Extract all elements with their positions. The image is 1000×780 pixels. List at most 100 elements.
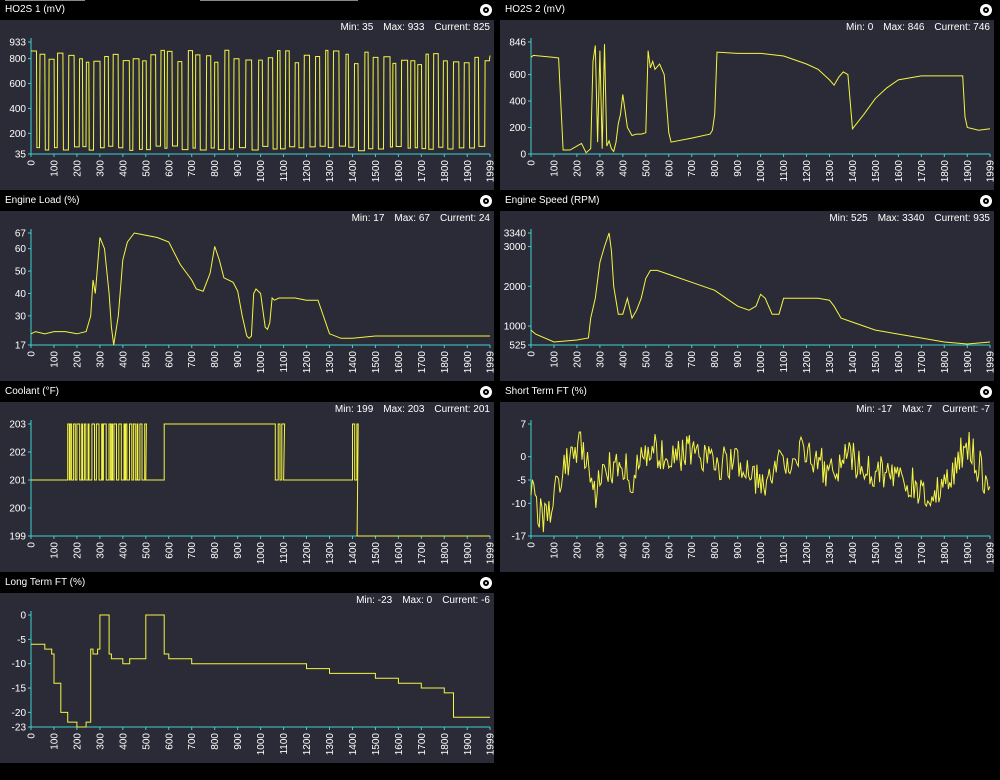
- x-tick-label: 600: [664, 351, 675, 368]
- settings-icon[interactable]: [480, 386, 492, 398]
- y-tick-label: 3340: [504, 229, 527, 240]
- stats-readout: Min: -17 Max: 7 Current: -7: [846, 404, 990, 415]
- x-tick-label: 0: [527, 542, 538, 548]
- x-tick-label: 100: [49, 542, 60, 559]
- x-tick-label: 600: [164, 733, 175, 750]
- x-tick-label: 700: [187, 542, 198, 559]
- panel-title: Engine Load (%): [5, 195, 80, 206]
- y-tick-label: -10: [12, 659, 27, 670]
- x-tick-label: 1200: [802, 351, 813, 374]
- x-tick-label: 1999: [986, 351, 995, 374]
- settings-icon[interactable]: [980, 195, 992, 207]
- x-tick-label: 1000: [756, 160, 767, 183]
- x-tick-label: 1999: [486, 160, 495, 183]
- y-tick-label: 1000: [504, 322, 527, 333]
- x-tick-label: 1999: [486, 351, 495, 374]
- x-tick-label: 600: [664, 160, 675, 177]
- chart-area: Min: 35 Max: 933 Current: 825 35 200 400 600 80…: [0, 20, 494, 190]
- settings-icon[interactable]: [480, 195, 492, 207]
- x-tick-label: 1500: [871, 351, 882, 374]
- y-tick-label: 30: [15, 311, 27, 322]
- series-line: [31, 423, 490, 537]
- x-tick-label: 1800: [940, 351, 951, 374]
- x-tick-label: 100: [549, 542, 560, 559]
- settings-icon[interactable]: [980, 4, 992, 16]
- x-tick-label: 300: [95, 542, 106, 559]
- x-tick-label: 300: [95, 733, 106, 750]
- current-value: Current: 201: [434, 404, 490, 415]
- y-tick-label: -5: [17, 635, 26, 646]
- x-tick-label: 1100: [779, 351, 790, 373]
- x-tick-label: 600: [164, 351, 175, 368]
- x-tick-label: 1900: [463, 160, 474, 183]
- chart-area: Min: 525 Max: 3340 Current: 935 525 1000 2000…: [500, 211, 994, 381]
- x-tick-label: 200: [72, 733, 83, 750]
- y-tick-label: 800: [9, 54, 26, 65]
- x-tick-label: 1800: [440, 160, 451, 183]
- chart-area: Min: 17 Max: 67 Current: 24 17 30 40 50 60 67 0 10…: [0, 211, 494, 381]
- x-tick-label: 1300: [325, 733, 336, 756]
- settings-icon[interactable]: [980, 386, 992, 398]
- x-tick-label: 1500: [371, 733, 382, 756]
- y-tick-label: 525: [509, 341, 526, 352]
- x-tick-label: 700: [687, 351, 698, 368]
- x-tick-label: 300: [595, 160, 606, 177]
- x-tick-label: 1700: [417, 351, 428, 374]
- min-value: Min: 525: [829, 213, 868, 224]
- y-tick-label: 203: [9, 420, 26, 431]
- y-tick-label: 400: [9, 104, 26, 115]
- y-tick-label: 202: [9, 448, 26, 459]
- y-tick-label: 200: [9, 129, 26, 140]
- x-tick-label: 1300: [325, 160, 336, 183]
- x-tick-label: 400: [118, 351, 129, 368]
- x-tick-label: 900: [233, 160, 244, 177]
- y-tick-label: 600: [9, 79, 26, 90]
- x-tick-label: 300: [595, 351, 606, 368]
- panel-short-term-ft: Short Term FT (%) Min: -17 Max: 7 Current: …: [500, 382, 994, 572]
- settings-icon[interactable]: [480, 577, 492, 589]
- x-tick-label: 100: [49, 733, 60, 750]
- x-tick-label: 1999: [986, 542, 995, 565]
- x-tick-label: 400: [618, 160, 629, 177]
- x-tick-label: 1500: [871, 542, 882, 565]
- current-value: Current: 825: [434, 22, 490, 33]
- series-line: [530, 232, 991, 345]
- x-tick-label: 500: [141, 733, 152, 750]
- min-value: Min: -23: [356, 595, 393, 606]
- x-tick-label: 500: [141, 160, 152, 177]
- panel-long-term-ft: Long Term FT (%) Min: -23 Max: 0 Current: -…: [0, 573, 494, 763]
- x-tick-label: 0: [27, 160, 38, 166]
- panel-engine-load: Engine Load (%) Min: 17 Max: 67 Current: 24…: [0, 191, 494, 381]
- y-tick-label: -10: [512, 499, 527, 510]
- y-tick-label: 201: [9, 476, 26, 487]
- y-tick-label: 40: [15, 289, 27, 300]
- x-tick-label: 900: [733, 542, 744, 559]
- y-tick-label: 0: [520, 150, 526, 161]
- x-tick-label: 1200: [802, 542, 813, 565]
- panel-title: Coolant (°F): [5, 386, 60, 397]
- y-tick-label: 35: [15, 150, 27, 161]
- line-chart: 525 1000 2000 3000 3340 0 100 200 300 400 500 600 70…: [504, 229, 995, 374]
- x-tick-label: 800: [210, 351, 221, 368]
- x-tick-label: 500: [641, 160, 652, 177]
- line-chart: 199 200 201 202 203 0 100 200 300 400 500 600 700 800…: [9, 420, 494, 565]
- min-value: Min: -17: [856, 404, 893, 415]
- x-tick-label: 1800: [940, 160, 951, 183]
- x-tick-label: 200: [72, 542, 83, 559]
- x-tick-label: 1400: [348, 160, 359, 183]
- x-tick-label: 1600: [894, 351, 905, 374]
- x-tick-label: 1300: [325, 351, 336, 374]
- x-tick-label: 1900: [463, 351, 474, 374]
- current-value: Current: -7: [942, 404, 990, 415]
- stats-readout: Min: 0 Max: 846 Current: 746: [836, 22, 990, 33]
- x-tick-label: 1100: [279, 542, 290, 564]
- x-tick-label: 400: [118, 160, 129, 177]
- x-tick-label: 800: [710, 351, 721, 368]
- x-tick-label: 1100: [779, 160, 790, 182]
- settings-icon[interactable]: [480, 4, 492, 16]
- x-tick-label: 200: [572, 351, 583, 368]
- x-tick-label: 300: [595, 542, 606, 559]
- min-value: Min: 0: [846, 22, 874, 33]
- x-tick-label: 1000: [256, 160, 267, 183]
- y-tick-label: -15: [12, 684, 27, 695]
